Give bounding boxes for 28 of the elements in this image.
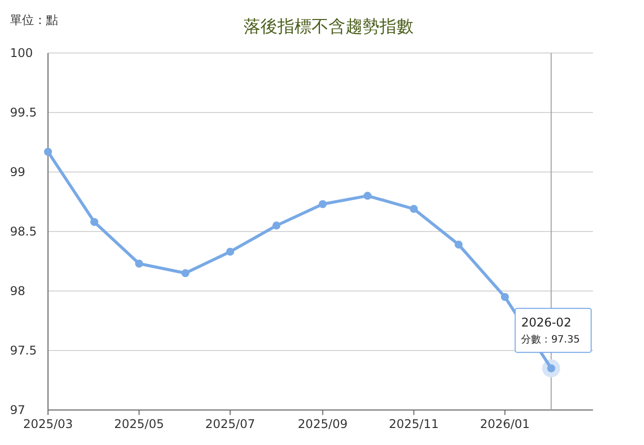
point xyxy=(272,222,280,230)
y-tick-label: 98 xyxy=(10,284,26,298)
point xyxy=(44,148,52,156)
y-tick-label: 99.5 xyxy=(10,106,37,120)
y-tick-label: 99 xyxy=(10,165,26,179)
annotation: 2026-02 xyxy=(521,315,572,330)
x-tick-label: 2025/05 xyxy=(114,417,164,431)
point xyxy=(90,218,98,226)
point xyxy=(318,200,327,208)
point xyxy=(454,240,463,249)
point xyxy=(135,260,144,268)
annotation: 分數：97.35 xyxy=(521,333,580,346)
x-tick-label: 2025/11 xyxy=(388,417,439,431)
point xyxy=(226,248,234,256)
point xyxy=(181,269,190,278)
y-tick-label: 100 xyxy=(10,46,33,60)
y-tick-label: 98.5 xyxy=(10,224,37,238)
y-tick-label: 97 xyxy=(10,403,26,417)
y-tick-label: 97.5 xyxy=(10,344,37,358)
x-tick-label: 2025/09 xyxy=(298,417,348,431)
chart-title: 落後指標不含趨勢指數 xyxy=(244,17,414,37)
text: 單位：點 xyxy=(10,13,58,27)
x-tick-label: 2025/03 xyxy=(23,417,73,431)
x-tick-label: 2025/07 xyxy=(205,417,256,431)
point xyxy=(364,192,372,200)
x-tick-label: 2026/01 xyxy=(480,417,530,431)
point xyxy=(410,204,418,213)
point xyxy=(500,292,509,301)
